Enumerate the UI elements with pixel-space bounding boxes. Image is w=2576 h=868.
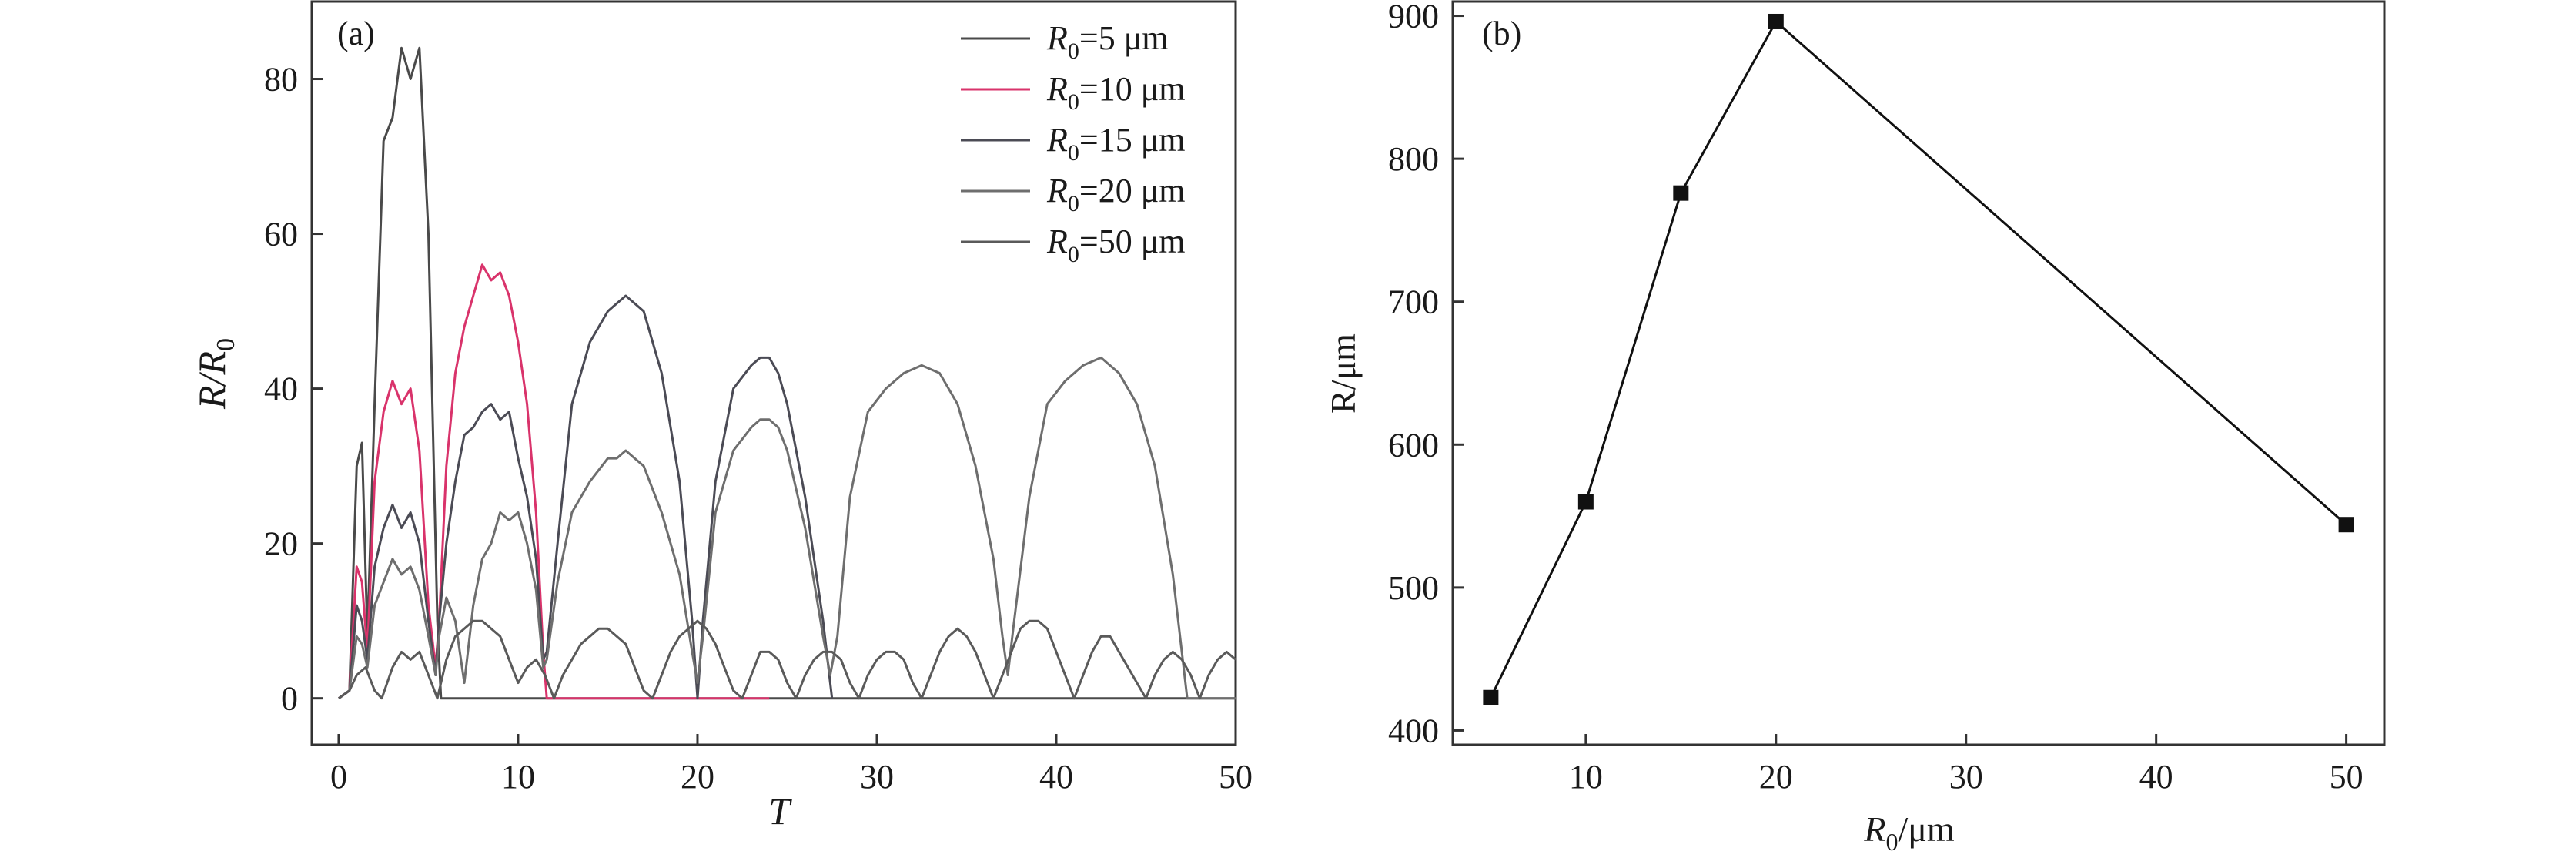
legend-entry-2: R0=15 μm	[1046, 121, 1186, 166]
panel-b-x-tick-label: 40	[2139, 758, 2173, 796]
data-point-square	[1483, 689, 1499, 705]
legend-entry-suffix: =20 μm	[1079, 172, 1186, 209]
panel-a-y-tick-label: 20	[264, 525, 298, 563]
panel-b-x-tick-label: 50	[2330, 758, 2364, 796]
panel-a-frame	[310, 0, 1237, 746]
panel-b-x-axis-label-main: R	[1863, 809, 1885, 849]
panel-b-y-axis: 400 500 600 700 800 900	[1388, 0, 1464, 749]
legend-entry-suffix: =5 μm	[1079, 19, 1169, 57]
series-line-1	[338, 263, 770, 700]
legend-entry-suffix: =50 μm	[1079, 223, 1186, 260]
panel-b-x-tick-label: 30	[1949, 758, 1983, 796]
panel-b-plot-area	[1483, 13, 2354, 705]
legend-entry-prefix: R	[1046, 223, 1068, 260]
panel-b-x-axis-label-sub: 0	[1885, 828, 1898, 856]
panel-b-x-tick-label: 10	[1569, 758, 1603, 796]
legend-entry-0: R0=5 μm	[1046, 19, 1169, 64]
data-point-square	[1577, 494, 1594, 510]
panel-a-plot-area	[338, 46, 1236, 700]
series-line-0	[338, 46, 1236, 700]
legend-entry-sub: 0	[1068, 89, 1079, 115]
panel-a-x-tick-label: 10	[501, 758, 535, 796]
panel-b-y-tick-label: 700	[1388, 283, 1439, 321]
panel-b-label: (b)	[1482, 15, 1521, 52]
panel-b-y-tick-label: 600	[1388, 426, 1439, 464]
panel-a-x-tick-label: 30	[860, 758, 894, 796]
panel-a-x-tick-label: 40	[1039, 758, 1073, 796]
legend-entry-sub: 0	[1068, 242, 1079, 267]
legend-entry-prefix: R	[1046, 121, 1068, 159]
panel-b-y-tick-label: 900	[1388, 0, 1439, 35]
legend-entry-prefix: R	[1046, 19, 1068, 57]
legend-entry-sub: 0	[1068, 140, 1079, 166]
legend-entry-prefix: R	[1046, 70, 1068, 108]
panel-a-label: (a)	[337, 15, 375, 52]
series-line-3	[338, 356, 1236, 700]
panel-a-y-tick-label: 0	[281, 680, 298, 718]
data-point-square	[1768, 13, 1784, 29]
legend-entry-4: R0=50 μm	[1046, 223, 1186, 267]
panel-a-y-tick-label: 40	[264, 370, 298, 408]
legend-entry-1: R0=10 μm	[1046, 70, 1186, 115]
panel-b-y-tick-label: 800	[1388, 140, 1439, 178]
panel-a-x-axis-label: T	[768, 789, 792, 833]
panel-a-y-axis-label: R/R0	[190, 338, 240, 410]
series-line-4	[338, 619, 1236, 700]
panel-b-x-axis-label-suffix: /μm	[1898, 809, 1954, 849]
panel-b-x-axis: 10 20 30 40 50	[1569, 734, 2364, 796]
panel-b-x-tick-label: 20	[1759, 758, 1793, 796]
data-point-square	[1673, 185, 1689, 201]
legend-entry-sub: 0	[1068, 39, 1079, 64]
panel-a-y-axis-label-sub: 0	[212, 338, 240, 351]
panel-b-y-axis-label: R/μm	[1323, 333, 1363, 414]
panel-a-y-tick-label: 60	[264, 216, 298, 253]
series-line-2	[338, 294, 834, 700]
panel-a-y-axis: 0 20 40 60 80	[264, 61, 323, 718]
legend-entry-sub: 0	[1068, 191, 1079, 216]
panel-a-x-tick-label: 50	[1219, 758, 1253, 796]
data-point-square	[2338, 517, 2354, 533]
panel-a-x-axis: 0 10 20 30 40 50	[330, 734, 1253, 796]
panel-a-x-tick-label: 20	[681, 758, 714, 796]
panel-a-x-tick-label: 0	[330, 758, 347, 796]
panel-a-y-tick-label: 80	[264, 61, 298, 99]
panel-b-x-axis-label: R0/μm	[1863, 809, 1955, 856]
legend-entry-suffix: =10 μm	[1079, 70, 1186, 108]
legend-entry-suffix: =15 μm	[1079, 121, 1186, 159]
panel-b-y-tick-label: 500	[1388, 569, 1439, 607]
panel-a-y-axis-label-main: R/R	[190, 351, 233, 410]
panel-b-frame	[1451, 0, 2386, 746]
legend-entry-prefix: R	[1046, 172, 1068, 209]
panel-b-y-tick-label: 400	[1388, 712, 1439, 749]
data-line	[1490, 19, 2347, 699]
legend-entry-3: R0=20 μm	[1046, 172, 1186, 216]
